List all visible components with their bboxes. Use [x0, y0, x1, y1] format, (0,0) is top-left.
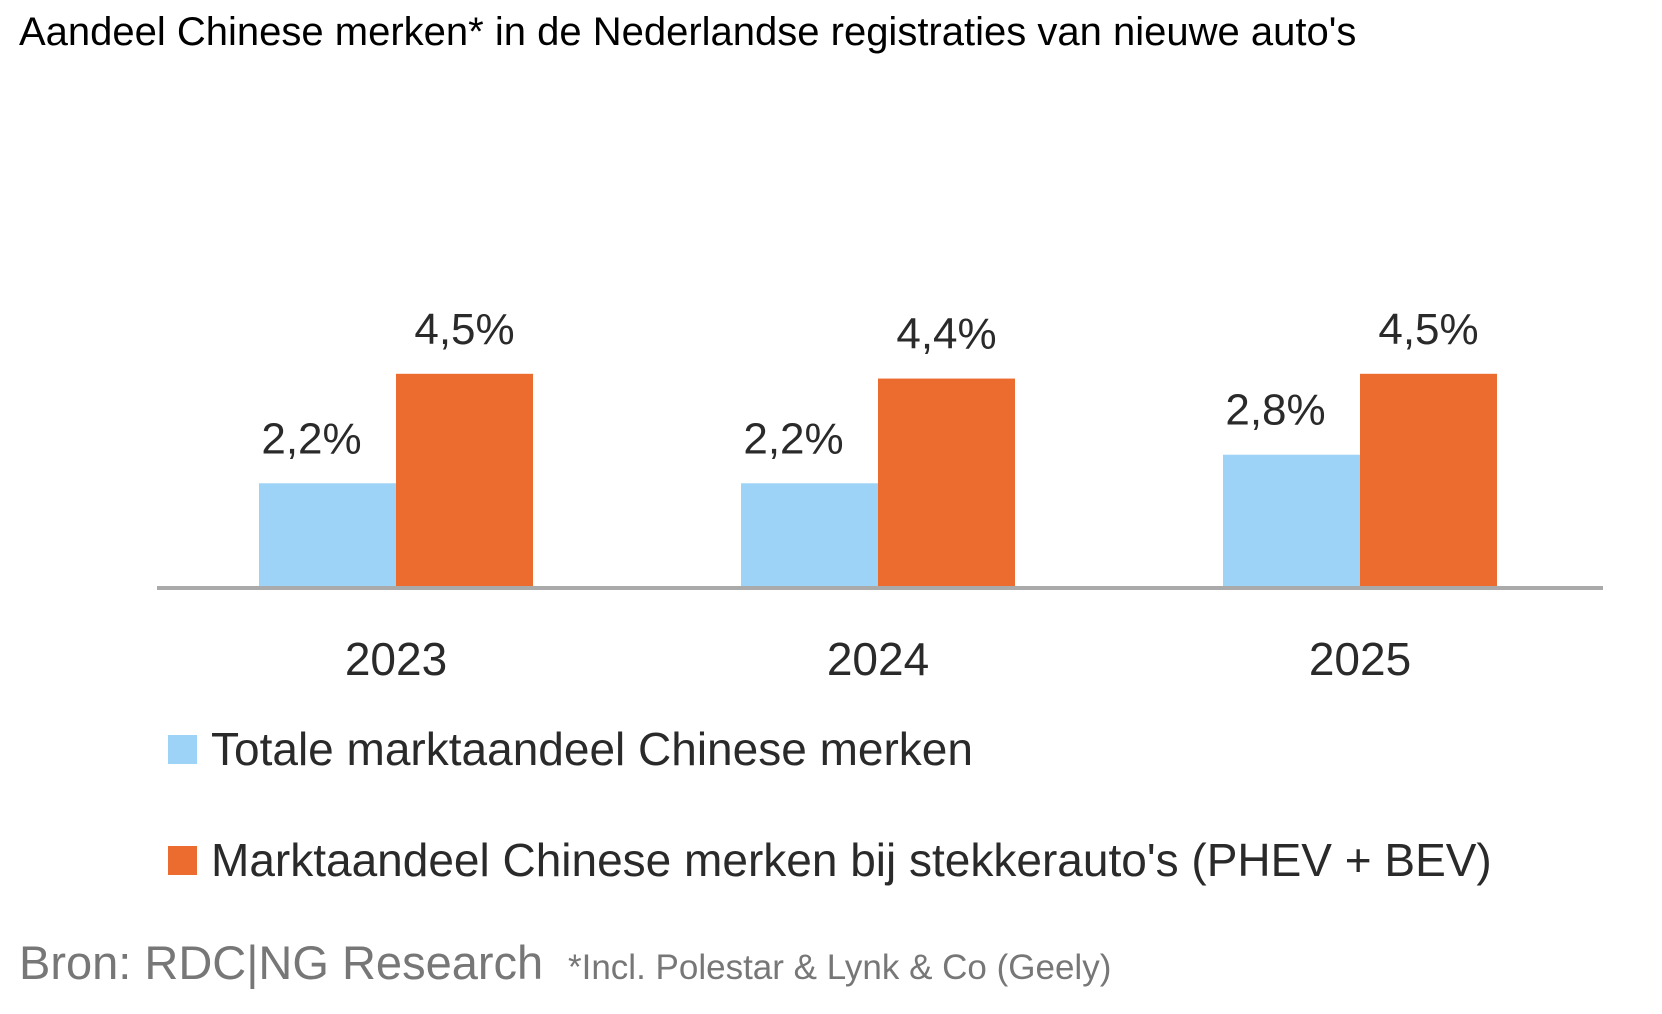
data-label-2023-series-1: 2,2%: [261, 414, 361, 463]
x-tick-label-2023: 2023: [345, 633, 447, 685]
footnote: *Incl. Polestar & Lynk & Co (Geely): [568, 948, 1112, 987]
bar-chart: 2,2% 4,5% 2023 2,2% 4,4% 2024 2,8% 4,5% 2025: [157, 305, 1603, 685]
bar-2025-series-2: [1360, 373, 1497, 588]
source-text: Bron: RDC|NG Research: [19, 936, 544, 989]
bar-2024-series-1: [741, 483, 878, 588]
legend-item-total: Totale marktaandeel Chinese merken: [168, 722, 973, 776]
bar-2023-series-1: [259, 483, 396, 588]
legend-label-total: Totale marktaandeel Chinese merken: [211, 723, 973, 775]
data-label-2024-series-2: 4,4%: [896, 310, 996, 359]
bar-2023-series-2: [396, 373, 533, 588]
data-label-2024-series-1: 2,2%: [743, 414, 843, 463]
legend-swatch-total: [168, 734, 197, 764]
bar-2024-series-2: [878, 378, 1015, 588]
data-label-2025-series-2: 4,5%: [1378, 305, 1478, 354]
x-tick-label-2024: 2024: [827, 633, 929, 685]
chart-title: Aandeel Chinese merken* in de Nederlands…: [19, 10, 1357, 54]
bar-2025-series-1: [1223, 454, 1360, 588]
legend-item-plugin: Marktaandeel Chinese merken bij stekkera…: [168, 833, 1492, 887]
data-label-2023-series-2: 4,5%: [414, 305, 514, 354]
legend-label-plugin: Marktaandeel Chinese merken bij stekkera…: [211, 834, 1492, 886]
data-label-2025-series-1: 2,8%: [1225, 386, 1325, 435]
x-tick-label-2025: 2025: [1309, 633, 1411, 685]
legend-swatch-plugin: [168, 845, 197, 875]
